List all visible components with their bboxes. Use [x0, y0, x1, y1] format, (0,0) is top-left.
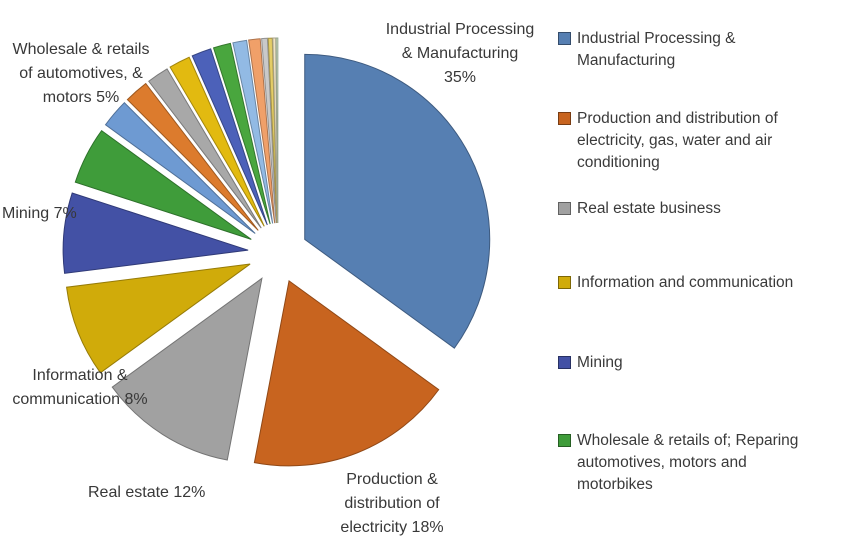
- legend-item-mining: Mining: [558, 352, 623, 374]
- legend-swatch-mining: [558, 356, 571, 369]
- pie-slice-minor-10: [191, 48, 268, 226]
- label-wholesale-retails: Wholesale & retails of automotives, & mo…: [12, 41, 150, 106]
- label-information-communication: Information & communication 8%: [12, 367, 148, 408]
- label-mining: Mining 7%: [2, 205, 77, 222]
- legend-item-wholesale: Wholesale & retails of; Reparing automot…: [558, 430, 798, 496]
- legend-item-label: Mining: [577, 354, 623, 371]
- pie-slice-minor-8: [148, 68, 262, 229]
- pie-slice-minor-13: [248, 38, 276, 224]
- legend-item-production: Production and distribution of electrici…: [558, 108, 778, 174]
- pie-slice-wholesale-retails-of-automotives-motors: [74, 129, 252, 240]
- pie-slice-information-communication: [66, 263, 251, 374]
- legend-item-information: Information and communication: [558, 272, 793, 294]
- pie-slice-minor-11: [212, 42, 271, 225]
- pie-slice-minor-6: [104, 101, 256, 234]
- pie-slice-minor-14: [261, 37, 277, 224]
- pie-slice-minor-9: [169, 56, 265, 227]
- legend-item-label: Production and distribution of electrici…: [577, 110, 778, 171]
- legend-item-label: Wholesale & retails of; Reparing automot…: [577, 432, 799, 493]
- legend-item-label: Industrial Processing & Manufacturing: [577, 30, 736, 69]
- legend-item-real-estate: Real estate business: [558, 198, 721, 220]
- legend-swatch-information: [558, 276, 571, 289]
- pie-slice-mining: [62, 192, 249, 274]
- pie-slice-real-estate: [111, 277, 263, 461]
- pie-slice-minor-17: [275, 37, 279, 224]
- pie-chart: [62, 37, 491, 467]
- legend-item-industrial: Industrial Processing & Manufacturing: [558, 28, 736, 72]
- legend: Industrial Processing & Manufacturing Pr…: [558, 0, 850, 539]
- legend-item-label: Information and communication: [577, 274, 794, 291]
- label-real-estate: Real estate 12%: [88, 484, 206, 501]
- pie-slice-minor-15: [267, 37, 278, 224]
- label-industrial-processing: Industrial Processing & Manufacturing 35…: [385, 21, 535, 86]
- pie-slice-minor-12: [232, 39, 274, 224]
- legend-swatch-wholesale: [558, 434, 571, 447]
- label-production-distribution: Production & distribution of electricity…: [340, 471, 444, 536]
- legend-item-label: Real estate business: [577, 200, 721, 217]
- legend-swatch-industrial: [558, 32, 571, 45]
- pie-slice-production-distribution-of-electricity: [253, 280, 440, 467]
- legend-swatch-real-estate: [558, 202, 571, 215]
- legend-swatch-production: [558, 112, 571, 125]
- pie-slice-industrial-processing-manufacturing: [304, 53, 491, 349]
- pie-slice-minor-7: [126, 82, 259, 231]
